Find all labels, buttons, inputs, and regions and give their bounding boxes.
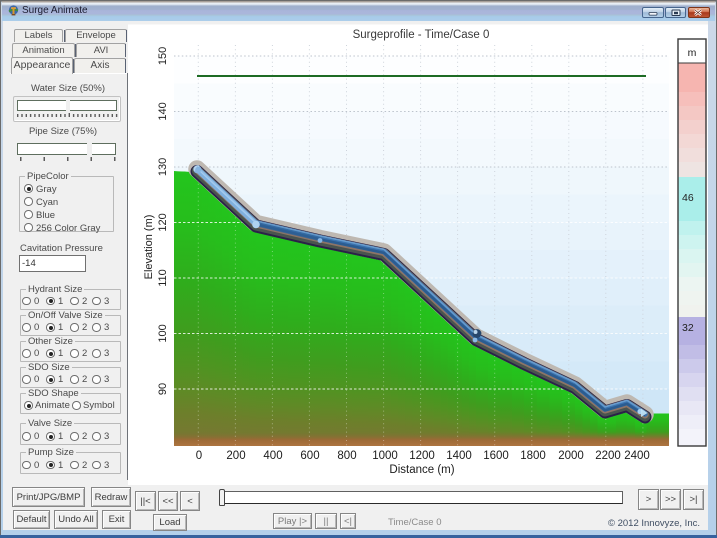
svg-text:130: 130 xyxy=(157,158,169,176)
svg-text:Surgeprofile - Time/Case 0: Surgeprofile - Time/Case 0 xyxy=(353,29,490,41)
svg-text:2000: 2000 xyxy=(558,450,584,462)
svg-text:0: 0 xyxy=(196,450,202,462)
svg-text:140: 140 xyxy=(157,102,169,120)
svg-text:800: 800 xyxy=(337,450,356,462)
svg-text:200: 200 xyxy=(226,450,245,462)
svg-text:1600: 1600 xyxy=(483,450,509,462)
svg-text:120: 120 xyxy=(157,213,169,231)
svg-text:1400: 1400 xyxy=(446,450,472,462)
svg-text:m: m xyxy=(688,47,697,59)
svg-text:2400: 2400 xyxy=(624,450,650,462)
svg-text:150: 150 xyxy=(157,47,169,65)
svg-text:2200: 2200 xyxy=(595,450,621,462)
svg-text:46: 46 xyxy=(682,192,694,204)
svg-text:400: 400 xyxy=(263,450,282,462)
svg-text:1800: 1800 xyxy=(520,450,546,462)
svg-text:100: 100 xyxy=(157,324,169,342)
svg-text:90: 90 xyxy=(157,383,169,395)
svg-text:1200: 1200 xyxy=(409,450,435,462)
svg-text:110: 110 xyxy=(157,269,169,287)
svg-text:32: 32 xyxy=(682,322,694,334)
svg-text:Elevation (m): Elevation (m) xyxy=(143,215,155,280)
svg-text:1000: 1000 xyxy=(372,450,398,462)
svg-text:Distance (m): Distance (m) xyxy=(389,464,454,476)
svg-text:600: 600 xyxy=(300,450,319,462)
